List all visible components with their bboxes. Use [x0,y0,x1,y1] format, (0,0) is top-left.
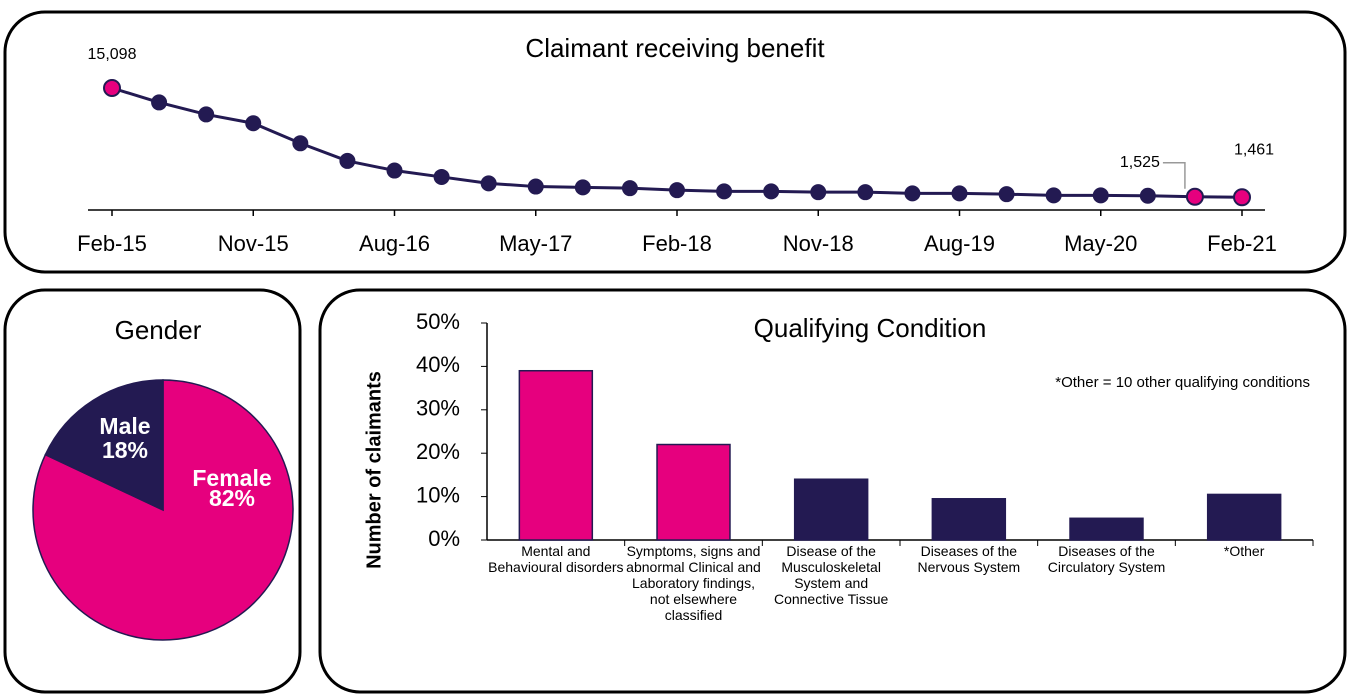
point [669,182,685,199]
chart-title: Qualifying Condition [754,313,987,343]
point [574,179,591,196]
x-tick-label: May-17 [499,231,572,256]
y-tick-label: 40% [416,352,460,377]
point [621,180,638,197]
x-tick-label-box: Diseases of the Circulatory System [1047,543,1166,576]
panel-bar [318,288,1347,694]
point [339,152,356,169]
annotation: *Other = 10 other qualifying conditions [1055,374,1310,391]
x-tick-label: Symptoms, signs and abnormal Clinical an… [626,543,761,624]
chart-title: Claimant receiving benefit [525,33,825,63]
leader-line [1162,162,1186,189]
x-tick-label: Diseases of the Nervous System [917,543,1021,576]
panel-pie [3,288,302,694]
x-tick-label-box: Symptoms, signs and abnormal Clinical an… [626,543,761,624]
point [198,106,215,123]
slice-value: 18% [102,437,148,463]
point [292,135,309,152]
data-label: 15,098 [88,46,137,63]
x-tick-label: Diseases of the Circulatory System [1047,543,1166,576]
x-tick-label: Aug-16 [359,231,430,256]
point [857,184,874,201]
x-tick-label: Aug-19 [924,231,995,256]
point [1045,187,1062,204]
point [433,168,450,185]
y-axis-label: Number of claimants [363,371,385,569]
point [951,185,968,202]
y-tick-label: 0% [428,526,460,551]
point [998,186,1015,203]
point [386,162,403,179]
y-tick-label: 20% [416,439,460,464]
point [1233,188,1251,207]
bar [656,443,731,541]
point [904,185,921,202]
pie-slice [44,379,164,512]
x-tick-label: May-20 [1064,231,1137,256]
point [245,115,262,132]
bar [793,478,869,541]
bar [1206,493,1282,541]
x-tick-label: Feb-15 [77,231,147,256]
chart-title: Gender [115,315,202,345]
x-tick-label: Disease of the Musculoskeletal System an… [773,543,889,608]
x-tick-label: Nov-15 [218,231,289,256]
pie-slice [32,379,294,641]
point [810,184,827,201]
point [763,183,780,200]
y-tick-label: 50% [416,309,460,334]
x-tick-label: Nov-18 [783,231,854,256]
x-tick-label-box: Mental and Behavioural disorders [488,543,624,576]
slice-value: 82% [209,485,255,511]
point [1139,187,1156,204]
line [111,86,1243,199]
point [1092,187,1109,204]
data-label: 1,525 [1120,154,1160,171]
point [103,79,121,97]
y-tick-label: 10% [416,482,460,507]
point [480,175,497,192]
x-tick-label: *Other [1223,543,1265,559]
x-tick-label: Feb-18 [642,231,712,256]
point [527,178,544,195]
slice-label: Male [99,413,150,439]
bar [931,498,1007,541]
x-tick-label-box: *Other [1223,543,1265,559]
point [716,183,733,200]
data-label: 1,461 [1234,142,1274,159]
bar [518,369,594,541]
x-tick-label: Mental and Behavioural disorders [488,543,624,576]
x-tick-label-box: Diseases of the Nervous System [917,543,1021,576]
y-tick-label: 30% [416,396,460,421]
x-tick-label: Feb-21 [1207,231,1277,256]
point [1185,187,1204,206]
point [151,94,168,111]
slice-label: Female [192,465,271,491]
bar [1069,517,1144,541]
panel-line [3,10,1347,274]
x-tick-label-box: Disease of the Musculoskeletal System an… [773,543,889,608]
